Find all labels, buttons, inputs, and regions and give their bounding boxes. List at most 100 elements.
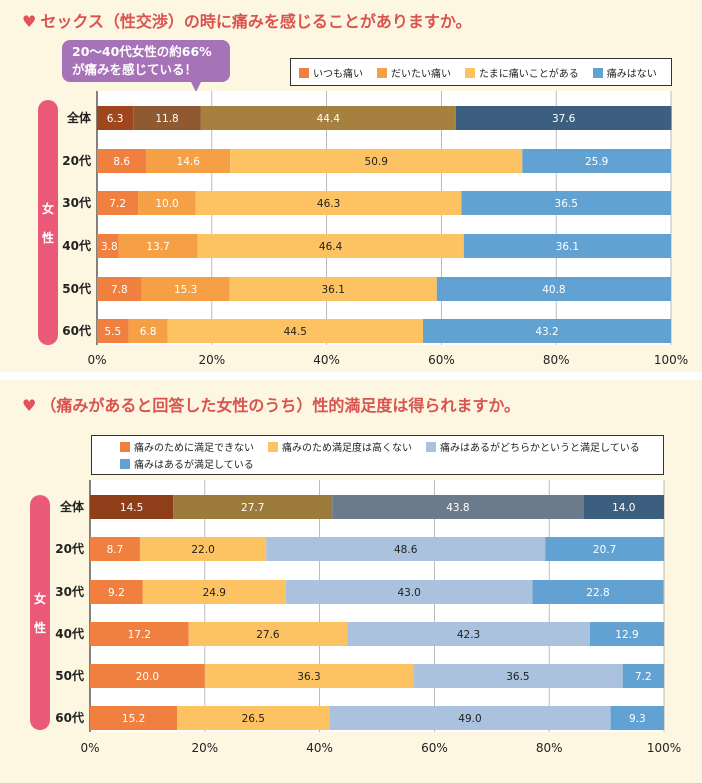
category-label: 60代 (62, 323, 91, 338)
legend-label: たまに痛いことがある (479, 68, 579, 80)
bar-segment (545, 537, 664, 561)
data-label: 46.4 (319, 241, 343, 253)
legend-swatch (120, 442, 130, 452)
data-label: 11.8 (155, 113, 178, 125)
category-label: 50代 (55, 668, 84, 683)
chart1-title: ♥ セックス（性交渉）の時に痛みを感じることがありますか。 (22, 8, 472, 32)
data-label: 36.1 (322, 284, 345, 296)
group-label-char: 女 (41, 201, 54, 216)
data-label: 5.5 (104, 326, 121, 338)
bar-segment (461, 191, 671, 215)
bar-segment (133, 106, 201, 130)
bar-segment (195, 191, 462, 215)
data-label: 9.2 (108, 587, 125, 599)
bar-segment (622, 664, 664, 688)
bar-segment (128, 319, 168, 343)
chart2-legend: 痛みのために満足できない 痛みのため満足度は高くない 痛みはあるがどちらかというと満… (91, 435, 664, 475)
chart1-title-text: セックス（性交渉）の時に痛みを感じることがありますか。 (40, 12, 472, 31)
bar-segment (97, 191, 139, 215)
legend-item: 痛みはあるがどちらかというと満足している (426, 439, 640, 454)
bar-segment (90, 580, 143, 604)
chart2-title-text: （痛みがあると回答した女性のうち）性的満足度は得られますか。 (40, 396, 521, 415)
data-label: 20.7 (593, 544, 616, 556)
x-tick-label: 0% (80, 741, 99, 755)
data-label: 36.3 (297, 671, 320, 683)
bar-segment (332, 495, 584, 519)
bar-segment (177, 706, 330, 730)
data-label: 13.7 (146, 241, 169, 253)
bar-segment (90, 622, 189, 646)
data-label: 6.8 (140, 326, 157, 338)
legend-swatch (465, 67, 475, 78)
x-tick-label: 40% (306, 741, 333, 755)
x-tick-label: 80% (543, 353, 570, 367)
category-label: 30代 (55, 584, 84, 599)
category-label: 40代 (55, 626, 84, 641)
legend-label: いつも痛い (313, 68, 363, 80)
category-label: 60代 (55, 710, 84, 725)
bar-segment (139, 537, 267, 561)
data-label: 8.6 (113, 156, 130, 168)
category-label: 20代 (55, 541, 84, 556)
data-label: 43.0 (397, 587, 420, 599)
data-label: 36.1 (556, 241, 579, 253)
data-label: 14.0 (612, 502, 635, 514)
bar-segment (266, 537, 546, 561)
bar-segment (90, 537, 140, 561)
data-label: 46.3 (317, 198, 340, 210)
bar-segment (413, 664, 623, 688)
data-label: 40.8 (542, 284, 565, 296)
legend-label: 痛みのため満足度は高くない (282, 443, 412, 454)
legend-label: だいたい痛い (391, 68, 451, 80)
data-label: 14.6 (177, 156, 201, 168)
data-label: 3.8 (101, 241, 118, 253)
x-tick-label: 20% (198, 353, 225, 367)
legend-item: 痛みのために満足できない (120, 439, 254, 454)
bar-segment (463, 234, 671, 258)
group-label-char: 性 (41, 230, 54, 245)
bar-segment (583, 495, 664, 519)
data-label: 14.5 (120, 502, 143, 514)
x-tick-label: 60% (428, 353, 455, 367)
heart-icon: ♥ (22, 396, 37, 415)
data-label: 9.3 (629, 713, 646, 725)
bar-segment (142, 580, 286, 604)
bar-segment (97, 149, 147, 173)
bar-segment (522, 149, 671, 173)
data-label: 43.8 (446, 502, 469, 514)
data-label: 48.6 (394, 544, 418, 556)
legend-label: 痛みはあるがどちらかというと満足している (440, 443, 640, 454)
data-label: 37.6 (552, 113, 576, 125)
bar-segment (229, 277, 437, 301)
bar-segment (329, 706, 611, 730)
x-tick-label: 20% (191, 741, 218, 755)
legend-label: 痛みはない (606, 68, 657, 80)
legend-item: だいたい痛い (377, 65, 451, 80)
data-label: 50.9 (365, 156, 388, 168)
bar-segment (97, 234, 119, 258)
data-label: 22.0 (191, 544, 214, 556)
data-label: 44.4 (317, 113, 341, 125)
bar-segment (90, 495, 174, 519)
bar-segment (97, 106, 134, 130)
category-label: 20代 (62, 153, 91, 168)
data-label: 15.3 (174, 284, 197, 296)
data-label: 20.0 (136, 671, 159, 683)
bar-segment (455, 106, 672, 130)
data-label: 49.0 (458, 713, 481, 725)
data-label: 26.5 (242, 713, 265, 725)
legend-item: たまに痛いことがある (465, 65, 579, 80)
legend-swatch (426, 442, 436, 452)
bar-segment (97, 319, 129, 343)
data-label: 6.3 (107, 113, 124, 125)
bar-segment (589, 622, 664, 646)
group-label-female: 女性 (38, 100, 58, 345)
bar-segment (532, 580, 664, 604)
legend-swatch (120, 459, 130, 469)
chart2-title: ♥ （痛みがあると回答した女性のうち）性的満足度は得られますか。 (22, 392, 520, 416)
legend-item: 痛みはない (592, 65, 657, 80)
data-label: 17.2 (128, 629, 151, 641)
data-label: 24.9 (203, 587, 226, 599)
data-label: 27.7 (241, 502, 264, 514)
x-tick-label: 100% (654, 353, 688, 367)
